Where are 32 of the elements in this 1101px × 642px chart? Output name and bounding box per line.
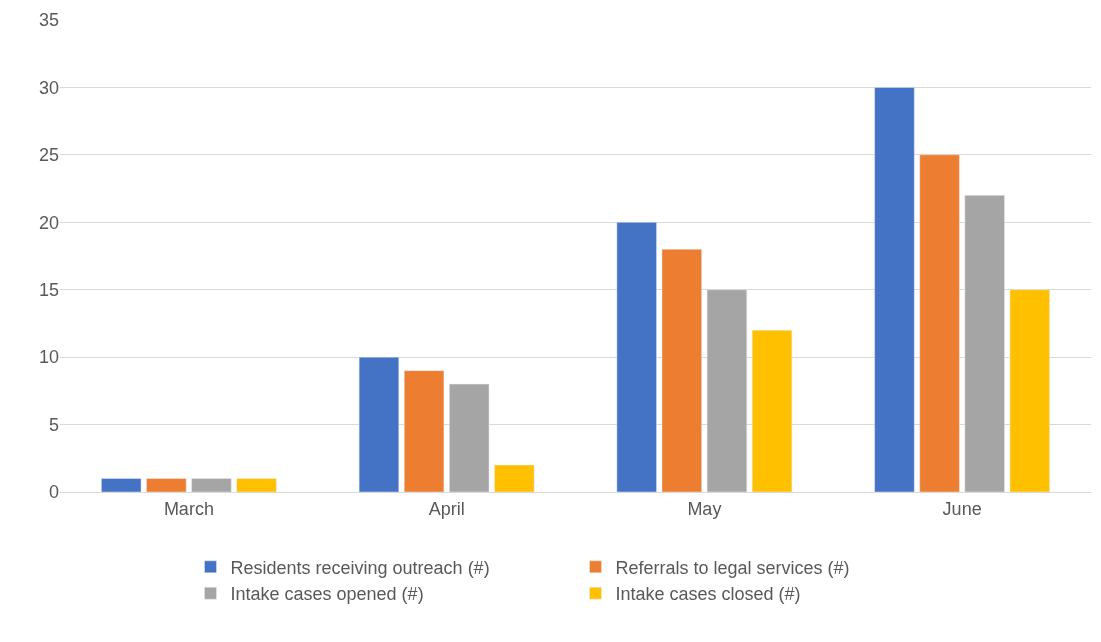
x-tick-label: April [428, 498, 465, 519]
legend-label: Residents receiving outreach (#) [230, 557, 490, 578]
y-tick-label: 15 [38, 280, 59, 301]
bar [449, 383, 490, 492]
bar [191, 478, 232, 492]
legend-label: Intake cases closed (#) [615, 584, 801, 605]
y-tick-label: 0 [48, 482, 59, 503]
bar [1009, 289, 1050, 492]
bar [358, 356, 400, 492]
x-tick-label: June [942, 498, 982, 519]
y-tick-label: 25 [38, 145, 59, 166]
bar [874, 87, 915, 492]
bar [706, 289, 748, 492]
y-tick-label: 20 [38, 212, 59, 233]
y-tick-label: 10 [38, 347, 59, 368]
y-tick-label: 5 [48, 414, 59, 435]
bar [661, 249, 702, 492]
bar [403, 370, 445, 492]
bar [616, 222, 657, 492]
y-tick-label: 30 [38, 77, 59, 98]
legend-label: Referrals to legal services (#) [615, 557, 850, 578]
bar [236, 478, 277, 492]
bar [964, 195, 1005, 492]
x-tick-label: May [687, 498, 722, 519]
bar [919, 154, 960, 492]
x-tick-label: March [163, 498, 214, 519]
bar [101, 478, 142, 492]
y-tick-label: 35 [38, 10, 59, 31]
bar [494, 464, 535, 492]
bar [146, 478, 187, 492]
legend-label: Intake cases opened (#) [230, 584, 424, 605]
bar [751, 329, 793, 492]
